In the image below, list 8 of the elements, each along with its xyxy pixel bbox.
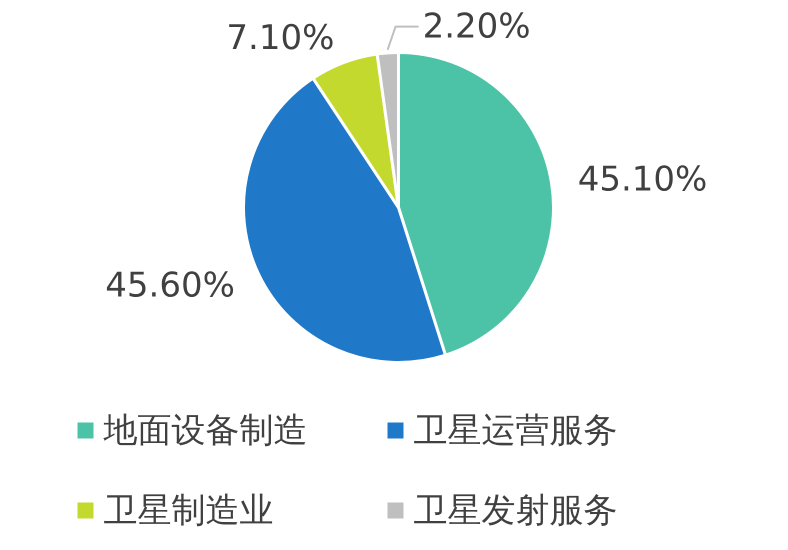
data-label: 7.10%	[226, 18, 334, 58]
legend-label: 地面设备制造	[102, 410, 308, 450]
data-label: 45.60%	[105, 266, 235, 306]
legend-label: 卫星运营服务	[414, 410, 618, 450]
legend-label: 卫星制造业	[104, 490, 274, 530]
legend-label: 卫星发射服务	[414, 490, 618, 530]
data-label: 2.20%	[422, 6, 531, 47]
data-label: 45.10%	[578, 160, 708, 200]
